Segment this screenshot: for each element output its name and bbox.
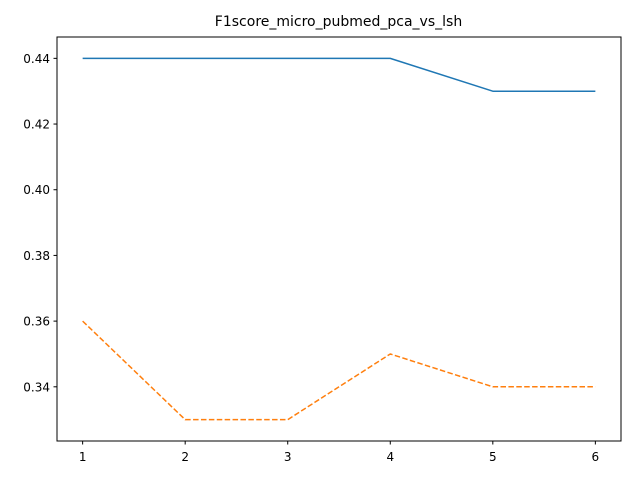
y-tick-label: 0.44 — [23, 52, 50, 66]
series-1-line — [82, 57, 596, 92]
x-tick-label: 3 — [284, 450, 292, 464]
plot-frame — [56, 36, 622, 442]
x-tick-label: 4 — [386, 450, 394, 464]
y-tick-label: 0.40 — [23, 183, 50, 197]
y-tick-label: 0.34 — [23, 380, 50, 394]
series-2-line — [82, 320, 596, 421]
chart-title: F1score_micro_pubmed_pca_vs_lsh — [215, 14, 462, 30]
x-tick-label: 1 — [79, 450, 87, 464]
y-axis: 0.34 0.36 0.38 0.40 0.42 0.44 — [23, 52, 57, 394]
x-axis: 1 2 3 4 5 6 — [79, 441, 599, 464]
y-tick-label: 0.42 — [23, 118, 50, 132]
series-layer — [82, 57, 596, 421]
x-tick-label: 2 — [181, 450, 189, 464]
x-tick-label: 6 — [592, 450, 600, 464]
x-tick-label: 5 — [489, 450, 497, 464]
y-tick-label: 0.38 — [23, 249, 50, 263]
y-tick-label: 0.36 — [23, 315, 50, 329]
